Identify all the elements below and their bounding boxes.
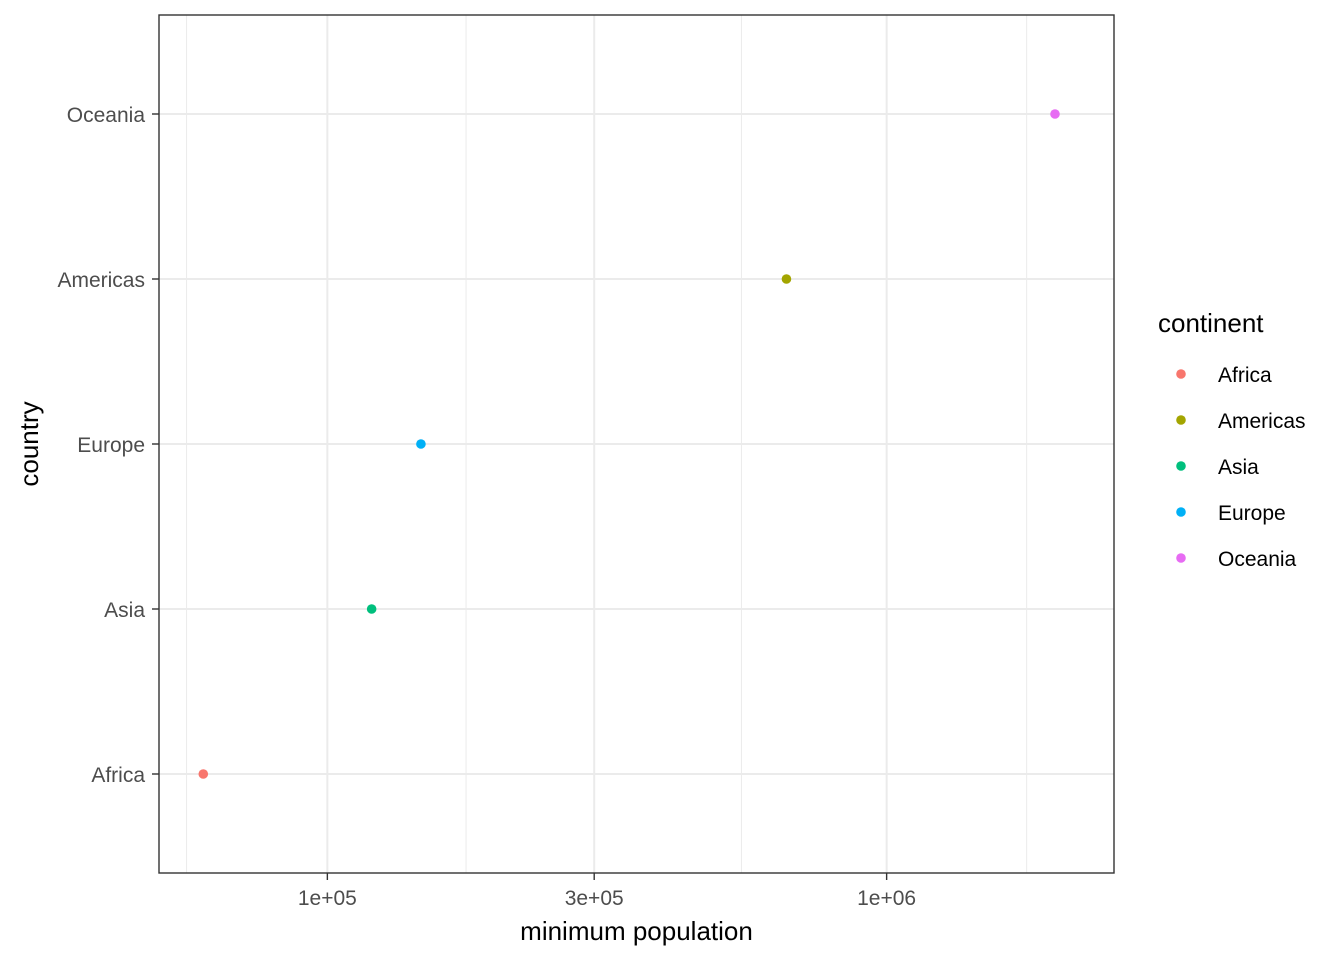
- legend-key: [1176, 553, 1186, 563]
- data-point: [366, 604, 377, 614]
- y-tick-label: Americas: [57, 269, 145, 292]
- axes: 1e+05 3e+05 1e+06 Africa Asia Europe Americas O…: [57, 104, 916, 910]
- legend-label: Asia: [1218, 456, 1259, 479]
- legend-key: [1176, 461, 1186, 471]
- legend-label: Europe: [1218, 502, 1286, 525]
- legend-label: Oceania: [1218, 548, 1297, 571]
- data-point: [416, 439, 426, 449]
- data-points: [198, 109, 1060, 779]
- y-tick-label: Europe: [77, 434, 145, 457]
- legend-title: continent: [1158, 308, 1264, 338]
- legend-label: Africa: [1218, 364, 1272, 387]
- data-point: [198, 769, 209, 779]
- legend-key: [1176, 415, 1186, 425]
- y-tick-label: Asia: [104, 599, 145, 622]
- legend-key: [1176, 369, 1186, 379]
- x-tick-label: 3e+05: [565, 887, 624, 910]
- x-tick-label: 1e+05: [298, 887, 357, 910]
- y-tick-label: Africa: [91, 764, 145, 787]
- legend-label: Americas: [1218, 410, 1306, 433]
- y-axis-title: country: [14, 401, 44, 486]
- legend-key: [1176, 507, 1186, 517]
- y-tick-label: Oceania: [67, 104, 146, 127]
- grid-lines: [159, 15, 1114, 873]
- x-axis-title: minimum population: [520, 916, 753, 946]
- x-tick-label: 1e+06: [857, 887, 916, 910]
- data-point: [781, 274, 792, 284]
- legend: continent Africa Americas Asia Europe Oceani…: [1158, 308, 1306, 571]
- data-point: [1050, 109, 1060, 119]
